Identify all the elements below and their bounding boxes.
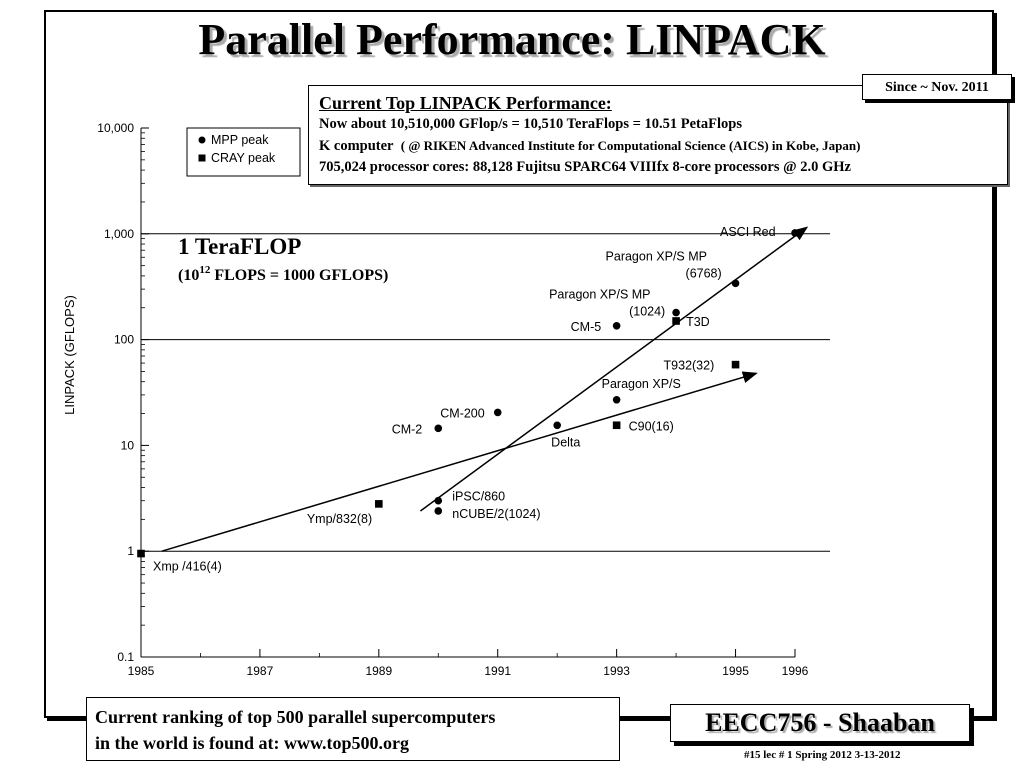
y-tick-label: 1,000 <box>104 227 134 241</box>
trend-line-1 <box>161 371 758 552</box>
cray-point <box>375 500 383 508</box>
point-label: T932(32) <box>664 359 715 373</box>
teraflop-definition: (1012 FLOPS = 1000 GFLOPS) <box>178 264 388 284</box>
mpp-point <box>612 395 621 404</box>
since-badge: Since ~ Nov. 2011 <box>862 74 1012 100</box>
point-label: (1024) <box>629 305 665 319</box>
mpp-point <box>731 279 740 288</box>
top500-line2: in the world is found at: www.top500.org <box>95 733 410 753</box>
legend-box <box>186 127 301 177</box>
top500-info-box: Current ranking of top 500 parallel supe… <box>86 697 620 761</box>
y-tick-label: 0.1 <box>117 650 134 664</box>
legend-entry: CRAY peak <box>211 151 276 165</box>
cray-point <box>672 317 680 325</box>
y-axis-label: LINPACK (GFLOPS) <box>62 295 77 415</box>
x-tick-label: 1991 <box>484 664 511 678</box>
y-tick-label: 1 <box>127 544 134 558</box>
x-tick-label: 1987 <box>247 664 274 678</box>
mpp-point <box>434 496 443 505</box>
top-performance-heading: Current Top LINPACK Performance: <box>319 93 612 113</box>
point-label: CM-2 <box>392 422 423 436</box>
top500-line1: Current ranking of top 500 parallel supe… <box>95 707 496 727</box>
point-label: (6768) <box>686 266 722 280</box>
mpp-point <box>493 408 502 417</box>
point-label: Paragon XP/S MP <box>549 288 650 302</box>
course-title-box: EECC756 - Shaaban <box>670 704 970 742</box>
data-points <box>137 229 799 558</box>
point-label: Ymp/832(8) <box>307 512 372 526</box>
cray-point <box>612 421 621 430</box>
point-label: nCUBE/2(1024) <box>452 507 540 521</box>
point-label: CM-200 <box>440 406 485 420</box>
point-labels: CM-2 CM-200 iPSC/860 nCUBE/2(1024) Delta Para… <box>153 225 776 574</box>
point-label: iPSC/860 <box>452 490 505 504</box>
legend-entry: MPP peak <box>211 133 269 147</box>
mpp-point <box>434 507 443 515</box>
x-tick-label: 1993 <box>603 664 630 678</box>
k-computer-name: K computer <box>319 138 394 154</box>
x-tick-label: 1985 <box>128 664 155 678</box>
point-label: Paragon XP/S <box>602 377 681 391</box>
teraflop-label: 1 TeraFLOP <box>178 234 301 259</box>
top-performance-line3: 705,024 processor cores: 88,128 Fujitsu … <box>319 159 851 175</box>
x-tick-label: 1996 <box>782 664 809 678</box>
mpp-point <box>434 424 443 433</box>
y-tick-label: 10 <box>121 438 135 452</box>
reference-lines <box>141 233 830 552</box>
chart-axes: 0.1 1 10 100 1,000 10,000 1985 1987 1989 1991 1993… <box>97 121 808 678</box>
point-label: ASCI Red <box>720 225 776 239</box>
trend-line-2 <box>419 226 809 512</box>
x-tick-label: 1989 <box>365 664 392 678</box>
mpp-point <box>672 308 680 317</box>
cray-point <box>731 360 740 369</box>
mpp-point <box>791 229 799 237</box>
trend-lines <box>161 226 809 552</box>
top-performance-box: Current Top LINPACK Performance: Now abo… <box>308 85 1008 185</box>
point-label: Paragon XP/S MP <box>606 249 707 263</box>
top-performance-line1: Now about 10,510,000 GFlop/s = 10,510 Te… <box>319 116 742 132</box>
slide-title: Parallel Performance: LINPACK <box>198 15 826 64</box>
legend-circle-marker <box>198 136 206 144</box>
chart-legend: MPP peak CRAY peak <box>186 127 301 177</box>
x-tick-label: 1995 <box>722 664 749 678</box>
legend-square-marker <box>198 154 206 162</box>
k-computer-location: ( @ RIKEN Advanced Institute for Computa… <box>400 138 861 153</box>
slide-footer: #15 lec # 1 Spring 2012 3-13-2012 <box>744 749 901 761</box>
y-tick-label: 10,000 <box>97 121 134 135</box>
top-performance-line2: K computer ( @ RIKEN Advanced Institute … <box>319 135 997 157</box>
mpp-point <box>553 421 561 430</box>
y-tick-label: 100 <box>114 333 134 347</box>
mpp-point <box>612 322 621 330</box>
teraflop-annotation: 1 TeraFLOP (1012 FLOPS = 1000 GFLOPS) <box>178 234 388 284</box>
point-label: C90(16) <box>629 419 674 433</box>
point-label: T3D <box>686 315 710 329</box>
point-label: Delta <box>551 435 580 449</box>
point-label: CM-5 <box>571 320 602 334</box>
cray-point <box>137 549 145 558</box>
point-label: Xmp /416(4) <box>153 560 222 574</box>
